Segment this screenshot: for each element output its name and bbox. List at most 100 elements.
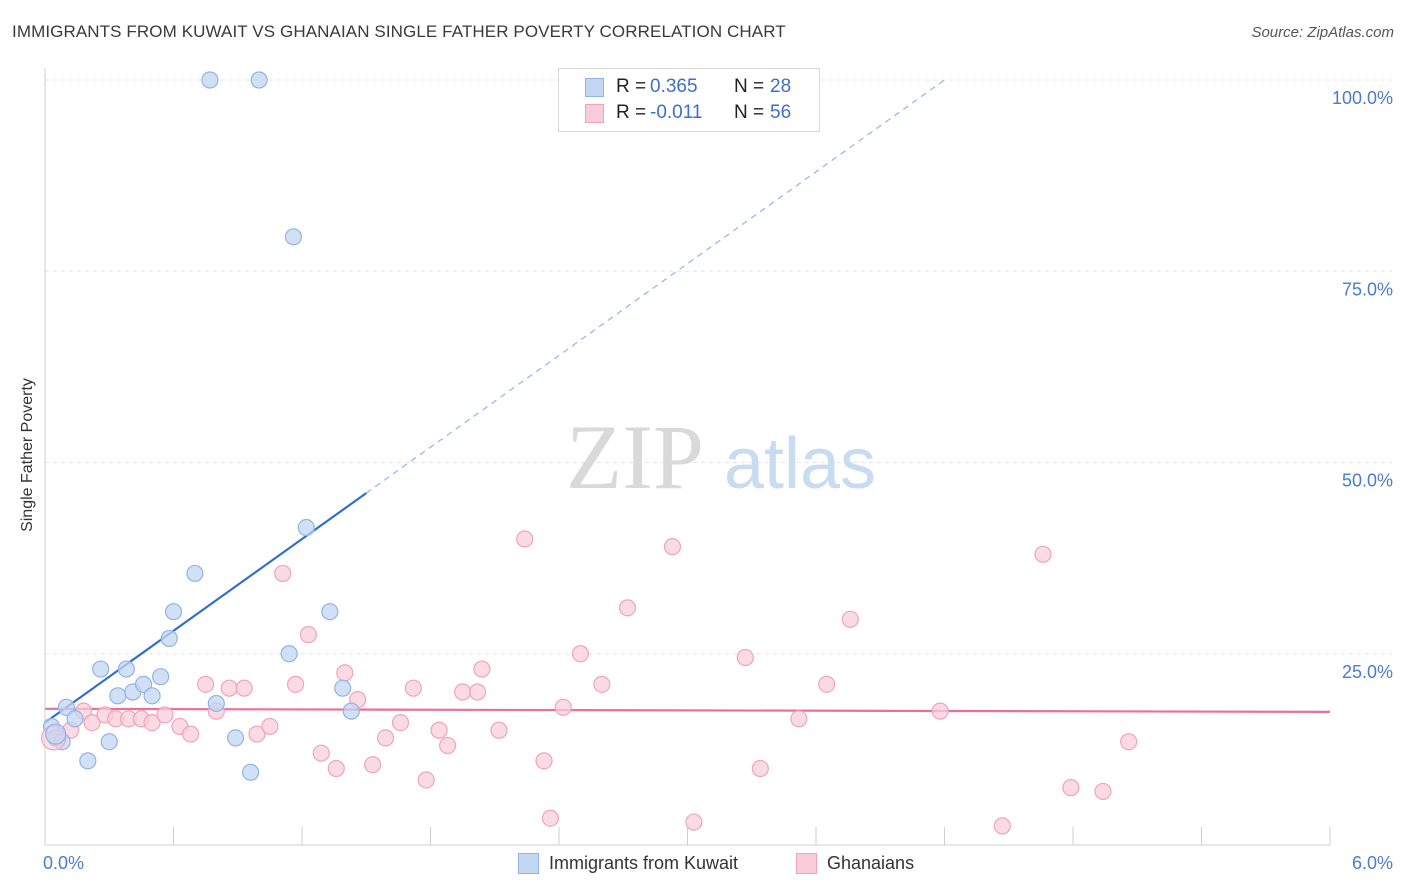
point-kuwait	[207, 694, 225, 713]
point-ghanaians	[1062, 779, 1080, 797]
point-kuwait	[134, 675, 153, 693]
point-ghanaians	[1034, 545, 1052, 563]
legend-n-label: N =	[734, 76, 765, 97]
point-kuwait	[334, 679, 352, 697]
series-legend: Immigrants from Kuwait Ghanaians	[0, 853, 1406, 877]
point-ghanaians	[364, 756, 382, 774]
point-kuwait	[160, 629, 178, 648]
point-ghanaians	[274, 564, 292, 583]
point-ghanaians	[235, 679, 253, 697]
point-ghanaians	[1120, 733, 1138, 751]
point-ghanaians	[197, 675, 215, 693]
point-ghanaians	[220, 679, 238, 697]
tick-labels: 25.0% 50.0% 75.0% 100.0% 0.0% 6.0%	[43, 88, 1393, 873]
point-ghanaians	[299, 626, 318, 644]
y-tick-label: 75.0%	[1342, 279, 1393, 299]
watermark-zip: ZIP	[566, 406, 704, 508]
point-ghanaians	[327, 759, 345, 778]
point-kuwait	[57, 698, 76, 716]
point-ghanaians	[736, 648, 754, 667]
watermark: ZIP atlas	[566, 406, 876, 508]
grid-lines	[45, 79, 1392, 655]
point-ghanaians	[286, 675, 305, 693]
point-kuwait	[100, 733, 118, 751]
point-ghanaians	[593, 675, 611, 693]
point-kuwait	[227, 729, 245, 747]
point-ghanaians	[993, 817, 1011, 835]
point-ghanaians	[685, 813, 703, 831]
point-ghanaians	[182, 725, 200, 743]
point-kuwait	[250, 71, 268, 89]
point-ghanaians	[535, 752, 553, 770]
point-cluster	[45, 723, 67, 745]
trend-line-ghanaians	[44, 707, 1331, 713]
legend-swatch-ghanaians	[796, 853, 817, 874]
y-tick-label: 25.0%	[1342, 662, 1393, 682]
point-ghanaians	[391, 713, 410, 732]
legend-row-kuwait: R = 0.365 N = 28	[585, 75, 791, 99]
point-ghanaians	[261, 717, 279, 736]
point-kuwait	[109, 687, 127, 705]
legend-row-ghanaians: R = -0.011 N = 56	[585, 101, 791, 125]
point-ghanaians	[439, 736, 457, 755]
legend-item-kuwait: Immigrants from Kuwait	[518, 853, 738, 874]
point-ghanaians	[490, 721, 508, 739]
point-kuwait	[297, 518, 315, 537]
y-tick-label: 100.0%	[1332, 88, 1393, 108]
point-kuwait	[242, 763, 260, 781]
point-ghanaians	[312, 744, 330, 762]
trend-lines	[44, 79, 1331, 724]
x-tick-label: 0.0%	[43, 853, 84, 873]
axes	[44, 68, 1331, 846]
point-ghanaians	[931, 702, 949, 720]
legend-label-ghanaians: Ghanaians	[827, 853, 915, 873]
legend-label-kuwait: Immigrants from Kuwait	[549, 853, 739, 873]
point-kuwait	[164, 603, 183, 621]
y-tick-label: 50.0%	[1342, 471, 1393, 491]
point-kuwait	[280, 645, 298, 663]
legend-n-value: 28	[770, 76, 792, 97]
chart-title: IMMIGRANTS FROM KUWAIT VS GHANAIAN SINGL…	[12, 22, 786, 41]
point-kuwait	[152, 668, 170, 686]
point-kuwait	[321, 603, 339, 621]
data-points	[40, 71, 1138, 835]
point-ghanaians	[83, 713, 101, 732]
legend-item-ghanaians: Ghanaians	[796, 853, 914, 874]
x-tick-label: 6.0%	[1352, 853, 1393, 873]
watermark-atlas: atlas	[724, 424, 876, 504]
point-kuwait	[186, 564, 204, 583]
point-ghanaians	[541, 809, 560, 827]
trend-line-kuwait-extension	[365, 79, 945, 494]
legend-swatch-kuwait	[518, 853, 539, 874]
legend-swatch-kuwait	[585, 77, 604, 97]
legend-r-label: R =	[616, 102, 647, 123]
point-ghanaians	[790, 710, 808, 728]
legend-n-label: N =	[734, 102, 765, 123]
legend-r-value: -0.011	[650, 102, 703, 123]
point-ghanaians	[473, 660, 491, 678]
point-ghanaians	[469, 683, 487, 701]
point-ghanaians	[404, 679, 422, 697]
point-ghanaians	[376, 729, 395, 747]
legend-swatch-ghanaians	[585, 103, 604, 123]
point-ghanaians	[417, 771, 435, 789]
point-ghanaians	[248, 725, 266, 743]
point-ghanaians	[516, 530, 534, 548]
point-ghanaians	[336, 664, 354, 682]
point-kuwait	[201, 71, 219, 89]
point-ghanaians	[663, 538, 682, 556]
point-kuwait	[92, 660, 110, 678]
chart-source: Source: ZipAtlas.com	[1251, 24, 1394, 41]
point-ghanaians	[156, 706, 174, 724]
point-ghanaians	[818, 675, 836, 693]
point-ghanaians	[1094, 782, 1112, 801]
point-kuwait	[66, 710, 84, 728]
point-kuwait	[143, 687, 161, 705]
legend-n-value: 56	[770, 102, 792, 123]
point-ghanaians	[143, 713, 161, 732]
correlation-legend: R = 0.365 N = 28 R = -0.011 N = 56	[558, 68, 820, 132]
point-ghanaians	[618, 599, 637, 617]
point-ghanaians	[841, 610, 859, 628]
point-kuwait	[342, 702, 360, 720]
